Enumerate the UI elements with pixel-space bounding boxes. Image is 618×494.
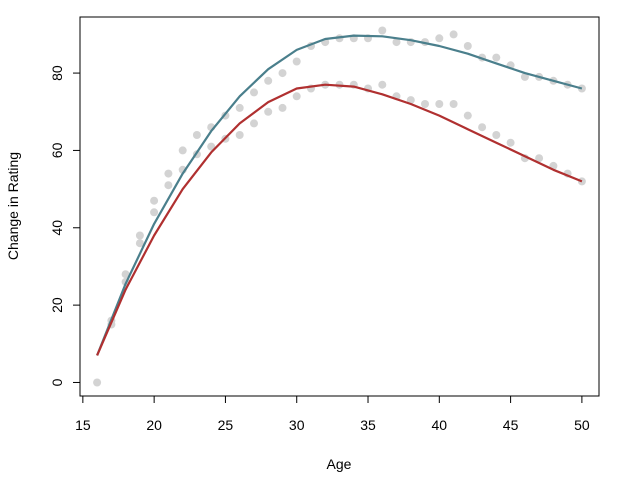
data-point-45 xyxy=(421,100,429,108)
y-tick-label-0: 0 xyxy=(49,378,65,386)
plot-frame xyxy=(79,16,600,397)
data-point-14 xyxy=(192,131,201,139)
x-tick-label-25: 25 xyxy=(218,417,234,433)
data-point-55 xyxy=(492,131,501,139)
data-point-19 xyxy=(235,131,244,139)
data-point-28 xyxy=(292,57,301,66)
data-point-47 xyxy=(435,100,444,108)
data-point-22 xyxy=(250,88,258,97)
data-point-20 xyxy=(235,103,244,112)
data-point-15 xyxy=(207,142,216,151)
data-point-21 xyxy=(250,119,258,128)
series-line-0 xyxy=(96,34,583,356)
data-point-53 xyxy=(478,123,487,132)
data-point-5 xyxy=(135,239,144,248)
data-point-49 xyxy=(449,100,458,108)
x-tick-label-35: 35 xyxy=(360,417,376,433)
x-axis: 15 20 25 30 35 40 45 50 xyxy=(75,395,590,433)
data-point-6 xyxy=(135,231,144,240)
x-axis-label: Age xyxy=(327,456,352,472)
data-point-39 xyxy=(378,80,387,89)
data-point-0 xyxy=(93,378,102,387)
y-axis: 0 20 40 60 80 xyxy=(49,65,81,386)
series-line-1 xyxy=(96,83,583,356)
x-tick-label-50: 50 xyxy=(574,417,590,433)
data-point-61 xyxy=(535,154,544,163)
data-point-57 xyxy=(506,138,515,147)
data-point-43 xyxy=(406,96,415,105)
data-point-8 xyxy=(150,196,159,205)
x-tick-label-20: 20 xyxy=(146,417,162,433)
data-point-23 xyxy=(264,107,273,116)
data-point-9 xyxy=(164,181,173,190)
data-point-26 xyxy=(278,69,287,78)
fitted-curves xyxy=(96,34,583,356)
data-point-12 xyxy=(178,146,187,155)
x-tick-label-45: 45 xyxy=(503,417,519,433)
data-point-56 xyxy=(492,53,501,62)
data-point-4 xyxy=(121,270,130,279)
data-point-51 xyxy=(463,111,472,120)
data-point-25 xyxy=(278,103,287,112)
y-axis-label: Change in Rating xyxy=(5,152,21,260)
data-point-48 xyxy=(435,34,444,43)
data-point-50 xyxy=(449,30,458,39)
data-point-24 xyxy=(264,76,273,85)
x-tick-label-30: 30 xyxy=(289,417,305,433)
data-point-52 xyxy=(463,42,472,50)
y-tick-label-40: 40 xyxy=(49,220,65,236)
data-point-60 xyxy=(520,72,529,81)
scatter-points xyxy=(93,26,586,387)
data-point-10 xyxy=(164,169,173,178)
y-tick-label-80: 80 xyxy=(49,65,65,81)
x-tick-label-15: 15 xyxy=(75,417,91,433)
y-tick-label-60: 60 xyxy=(49,142,65,158)
data-point-42 xyxy=(392,38,401,47)
data-point-7 xyxy=(150,208,159,217)
data-point-40 xyxy=(378,26,387,35)
y-tick-label-20: 20 xyxy=(49,297,65,313)
x-tick-label-40: 40 xyxy=(432,417,448,433)
data-point-27 xyxy=(292,92,301,101)
